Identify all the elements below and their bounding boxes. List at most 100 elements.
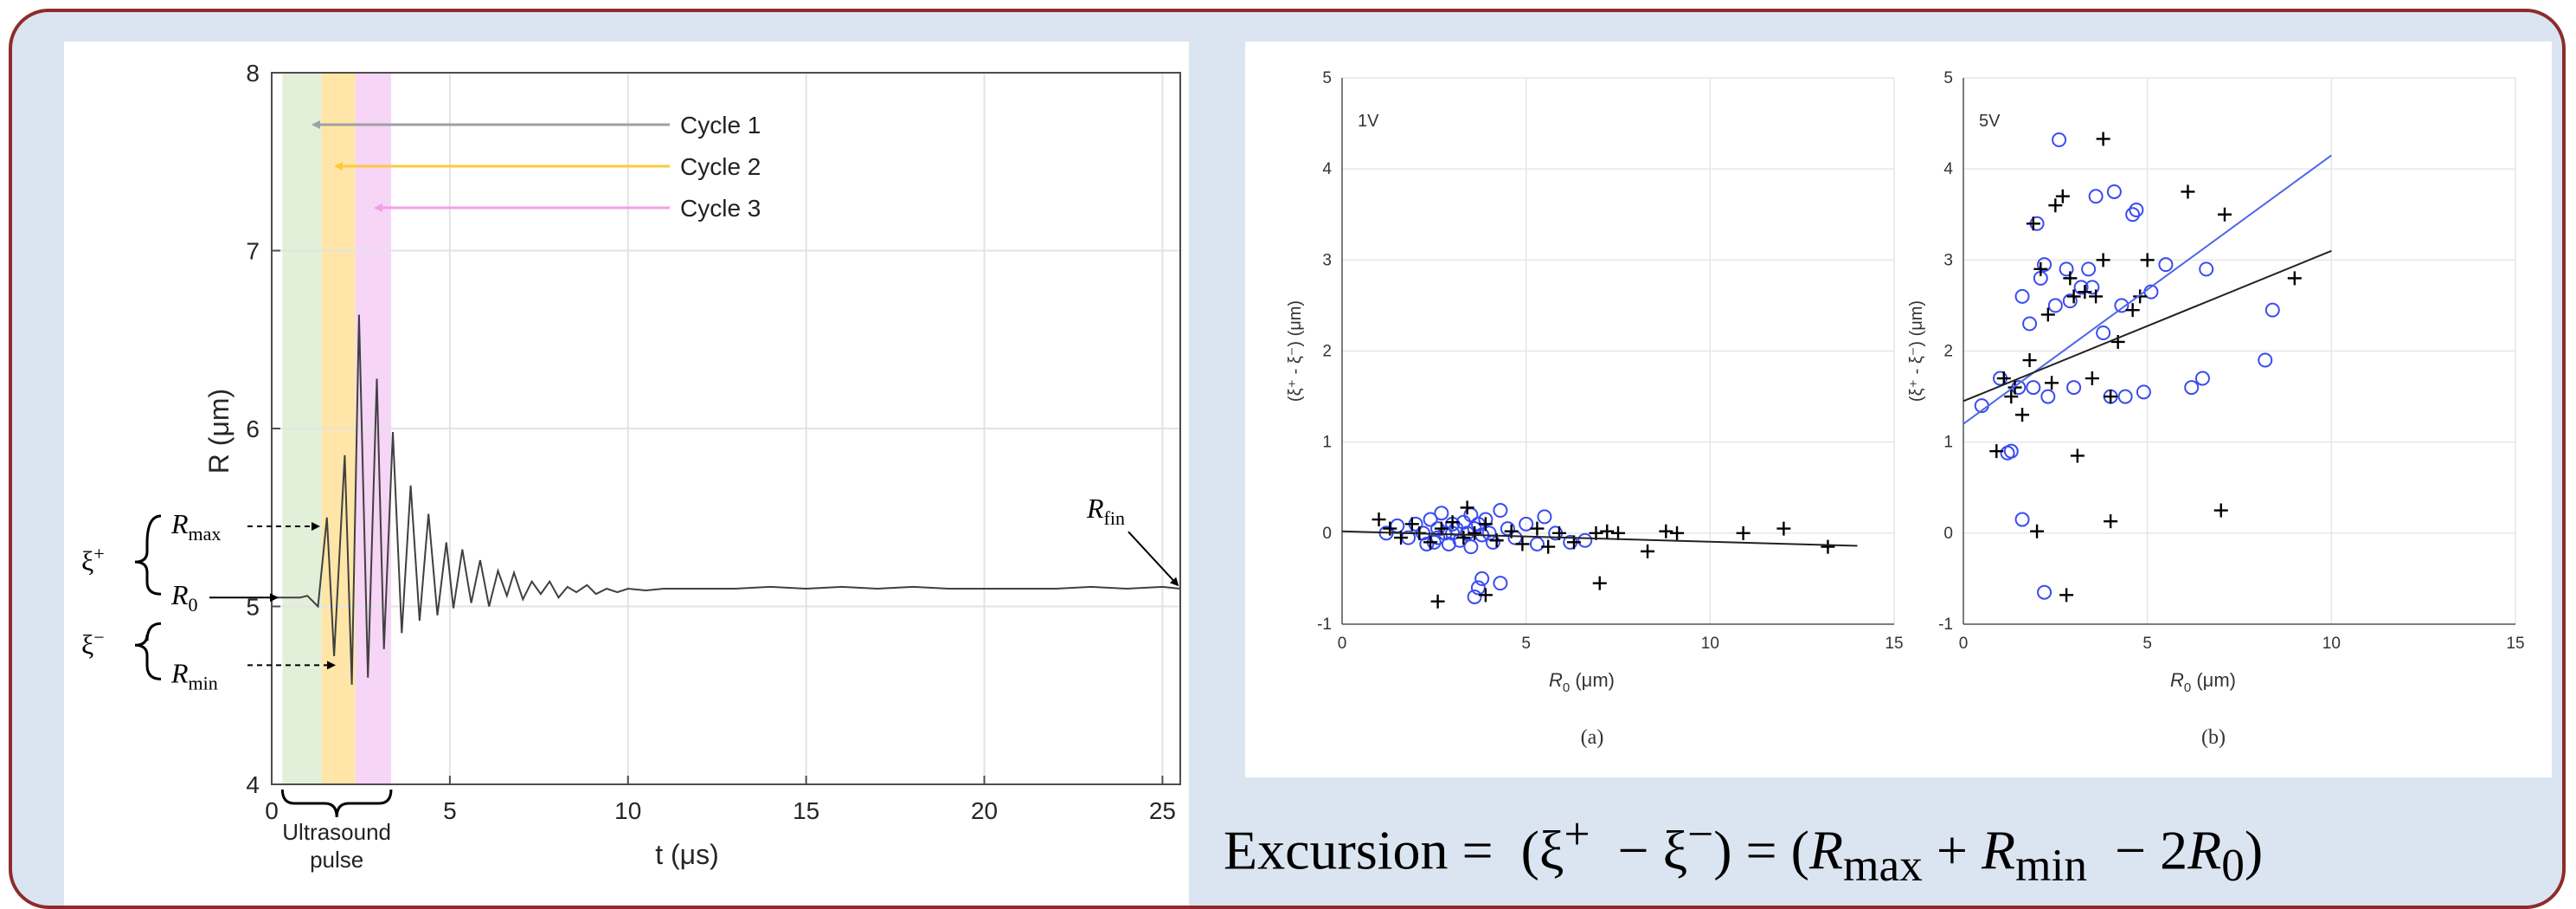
panel-caption: (b)	[2201, 726, 2226, 749]
circle-point	[1493, 576, 1508, 591]
plus-point	[1592, 576, 1607, 590]
circle-point	[2106, 184, 2122, 199]
plus-point	[2030, 524, 2045, 538]
plus-point	[2181, 184, 2195, 199]
fit-line	[1963, 154, 2332, 425]
plus-point	[2096, 253, 2110, 268]
y-tick-label: -1	[1938, 616, 1953, 634]
x-tick-label: 25	[1149, 797, 1176, 824]
fit-line	[1963, 249, 2332, 403]
x-tick-label: 5	[1521, 635, 1531, 653]
rmin-label: Rmin	[170, 657, 218, 693]
radius-time-chart: 0 5 10 15 20 25 4 5 6 7 8 t (μs) R (μm) Cycle 1 Cycle …	[81, 60, 1181, 873]
x-tick-label: 10	[2322, 635, 2341, 653]
xi-plus-label: ξ+	[81, 543, 105, 577]
xi-plus-brace	[134, 514, 162, 596]
plus-point	[2070, 448, 2085, 463]
y-tick-label: 4	[246, 771, 260, 798]
panel-caption: (a)	[1581, 726, 1604, 749]
circle-point	[2037, 257, 2052, 273]
scatter-panel-b: 0 5 10 15 -1 0 1 2 3 4 5 5V R0 (μm) (ξ⁺ - ξ⁻) (μm) (b)	[1907, 69, 2525, 749]
y-tick-label: 5	[1322, 69, 1332, 87]
rfin-label: Rfin	[1086, 493, 1125, 529]
plus-point	[2022, 353, 2037, 368]
circle-point	[2125, 207, 2141, 222]
y-tick-label: 2	[1943, 343, 1953, 361]
circle-point	[1470, 580, 1486, 596]
plus-point	[1611, 525, 1625, 540]
circle-point	[2114, 298, 2130, 313]
plus-point	[1600, 524, 1615, 538]
y-axis-label: (ξ⁺ - ξ⁻) (μm)	[1907, 300, 1926, 402]
plus-point	[1456, 531, 1471, 545]
pulse-brace	[280, 789, 393, 818]
x-tick-label: 0	[265, 797, 279, 824]
y-axis-label: (ξ⁺ - ξ⁻) (μm)	[1286, 300, 1305, 402]
y-tick-label: 4	[1943, 160, 1953, 178]
circle-point	[2022, 316, 2038, 332]
x-tick-label: 5	[2142, 635, 2152, 653]
cycle-label-2: Cycle 2	[680, 153, 761, 180]
xi-minus-brace	[134, 622, 162, 680]
x-tick-label: 15	[1885, 635, 1903, 653]
plus-point	[2045, 376, 2059, 390]
x-tick-label: 5	[443, 797, 457, 824]
excursion-word: Excursion	[1224, 819, 1449, 881]
plus-point	[2007, 380, 2022, 395]
plus-point	[2055, 189, 2070, 203]
plus-point	[2104, 514, 2118, 529]
r0-label: R0	[170, 579, 198, 616]
y-tick-label: 0	[1943, 525, 1953, 543]
plus-point	[1989, 444, 2004, 459]
y-axis-label: R (μm)	[203, 389, 234, 474]
plus-point	[1670, 525, 1685, 540]
plus-point	[2066, 289, 2081, 304]
circle-point	[2059, 261, 2074, 277]
circle-point	[2199, 261, 2214, 277]
circle-point	[2194, 371, 2210, 386]
plus-point	[2004, 390, 2019, 404]
plus-point	[1372, 513, 1386, 527]
rfin-arrow	[1127, 531, 1179, 587]
plus-point	[2140, 253, 2155, 268]
plus-point	[2217, 207, 2232, 222]
plus-point	[2033, 261, 2048, 276]
pulse-label-line2: pulse	[310, 847, 363, 873]
y-tick-label: 1	[1943, 434, 1953, 452]
circle-point	[2264, 302, 2280, 318]
circle-point	[2158, 257, 2174, 273]
circle-point	[1474, 571, 1490, 586]
plus-point	[2015, 408, 2030, 422]
circle-point	[2081, 261, 2097, 277]
plus-point	[2213, 503, 2228, 518]
x-tick-label: 15	[793, 797, 819, 824]
plus-point	[1736, 525, 1751, 540]
y-tick-label: 1	[1322, 434, 1332, 452]
plus-point	[2040, 307, 2055, 322]
panel-tag: 1V	[1358, 112, 1379, 131]
excursion-equation: Excursion = (ξ+ − ξ−) = (Rmax + Rmin − 2…	[1224, 808, 2264, 892]
circle-point	[2026, 380, 2041, 396]
x-tick-label: 0	[1959, 635, 1969, 653]
circle-point	[1577, 532, 1593, 548]
circle-point	[1467, 589, 1482, 604]
x-tick-label: 10	[614, 797, 641, 824]
circle-point	[1419, 536, 1435, 551]
circle-point	[2047, 298, 2063, 313]
xi-minus-label: ξ−	[81, 626, 105, 660]
plus-point	[2059, 588, 2074, 603]
plus-point	[1460, 500, 1474, 515]
circle-point	[2066, 380, 2082, 396]
plus-point	[1996, 371, 2011, 386]
y-tick-label: 0	[1322, 525, 1332, 543]
plus-point	[1423, 535, 1438, 550]
circle-point	[1519, 516, 1534, 532]
plus-point	[2125, 303, 2140, 318]
plus-point	[1434, 521, 1449, 536]
plus-point	[2133, 289, 2148, 304]
scatter-panel-a: 0 5 10 15 -1 0 1 2 3 4 5 1V R0 (μm) (ξ⁺ - ξ⁻) (μm) (a)	[1286, 69, 1904, 749]
y-tick-label: 8	[246, 60, 260, 87]
x-axis-label: t (μs)	[655, 839, 719, 870]
plus-point	[2287, 271, 2302, 286]
